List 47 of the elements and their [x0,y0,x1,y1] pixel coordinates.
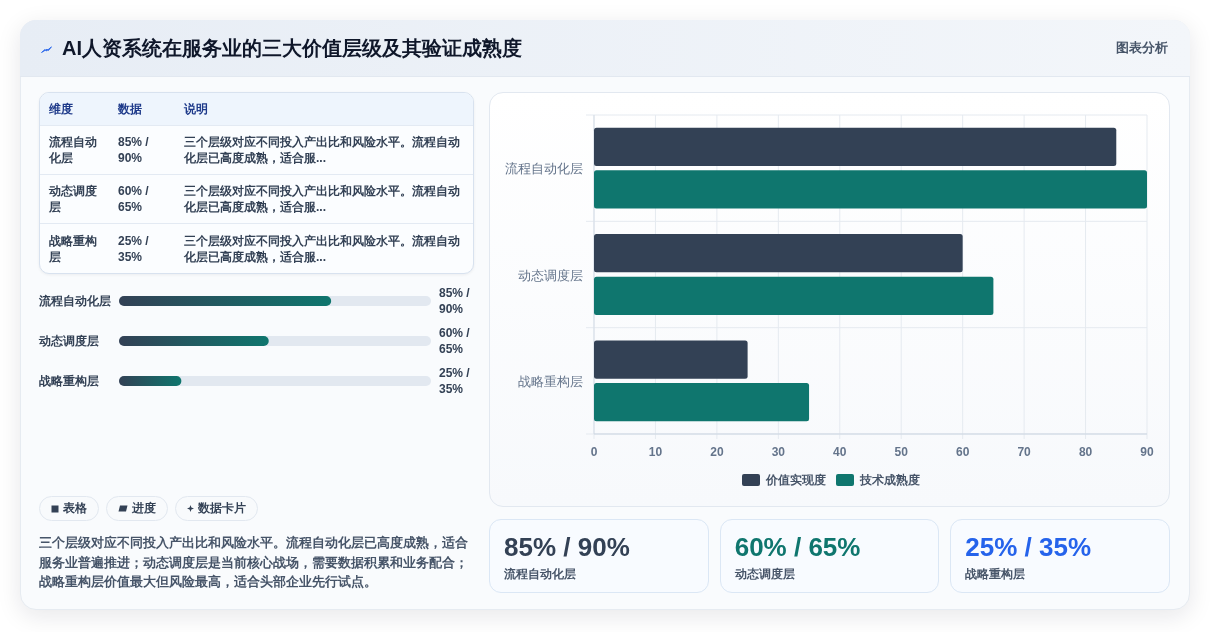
x-tick-label: 10 [648,445,663,459]
text: 三个层级对应不同投入产出比和风险水平。流程自动化层已高度成熟，适合服... [184,184,460,214]
text: 60% / 65% [734,532,861,562]
text: 数据卡片 [198,501,246,516]
y-tick-label: 战略重构层 [518,373,583,389]
y-tick-label: 流程自动化层 [505,160,583,176]
x-tick-label: 60 [955,445,970,459]
data-label: 85% / 90% [439,286,470,316]
text: 图表分析 [1116,40,1168,55]
text: 三个层级对应不同投入产出比和风险水平。流程自动化层已高度成熟，适合服务业普遍推进；动态调度层是当前核心战场，需要数据积累和业务配合；战略重构层价值最大但风险最高，适合头部企业先行试点。 [39,535,468,589]
text: 85% / 90% [118,135,149,165]
text: 进度 [132,501,156,516]
y-tick-label: 动态调度层 [518,267,583,282]
text: 三个层级对应不同投入产出比和风险水平。流程自动化层已高度成熟，适合服... [184,135,460,165]
bar [594,127,1117,167]
x-tick-label: 50 [894,445,909,459]
x-tick-label: 90 [1140,445,1154,459]
bar [594,382,810,422]
x-tick-label: 20 [710,445,724,459]
text: 说明 [184,102,208,116]
y-tick-label: 战略重构层 [39,374,99,388]
bar [594,234,963,273]
data-label: 25% / 35% [439,366,470,396]
legend-label: 技术成熟度 [859,472,920,487]
text: 60% / 65% [118,184,149,214]
y-tick-label: 流程自动化层 [38,294,111,308]
text: 表格 [63,501,87,516]
text: AI人资系统在服务业的三大价值层级及其验证成熟度 [62,37,522,59]
bar [594,170,1147,209]
bar [594,340,748,379]
text: 25% / 35% [965,532,1092,562]
x-tick-label: 0 [590,445,598,459]
text: 动态调度层 [734,567,795,581]
text: 数据 [118,102,142,116]
legend-label: 价值实现度 [765,472,826,487]
text: 战略重构层 [965,567,1026,581]
x-tick-label: 30 [771,445,786,459]
y-tick-label: 动态调度层 [38,334,99,348]
x-tick-label: 40 [833,445,847,459]
bar [594,276,994,315]
x-tick-label: 80 [1078,445,1093,459]
text: 25% / 35% [118,233,149,264]
text: 维度 [49,102,73,116]
x-tick-label: 70 [1017,445,1032,459]
data-label: 60% / 65% [439,326,470,356]
text: 三个层级对应不同投入产出比和风险水平。流程自动化层已高度成熟，适合服... [184,233,460,264]
text: 85% / 90% [504,532,630,562]
